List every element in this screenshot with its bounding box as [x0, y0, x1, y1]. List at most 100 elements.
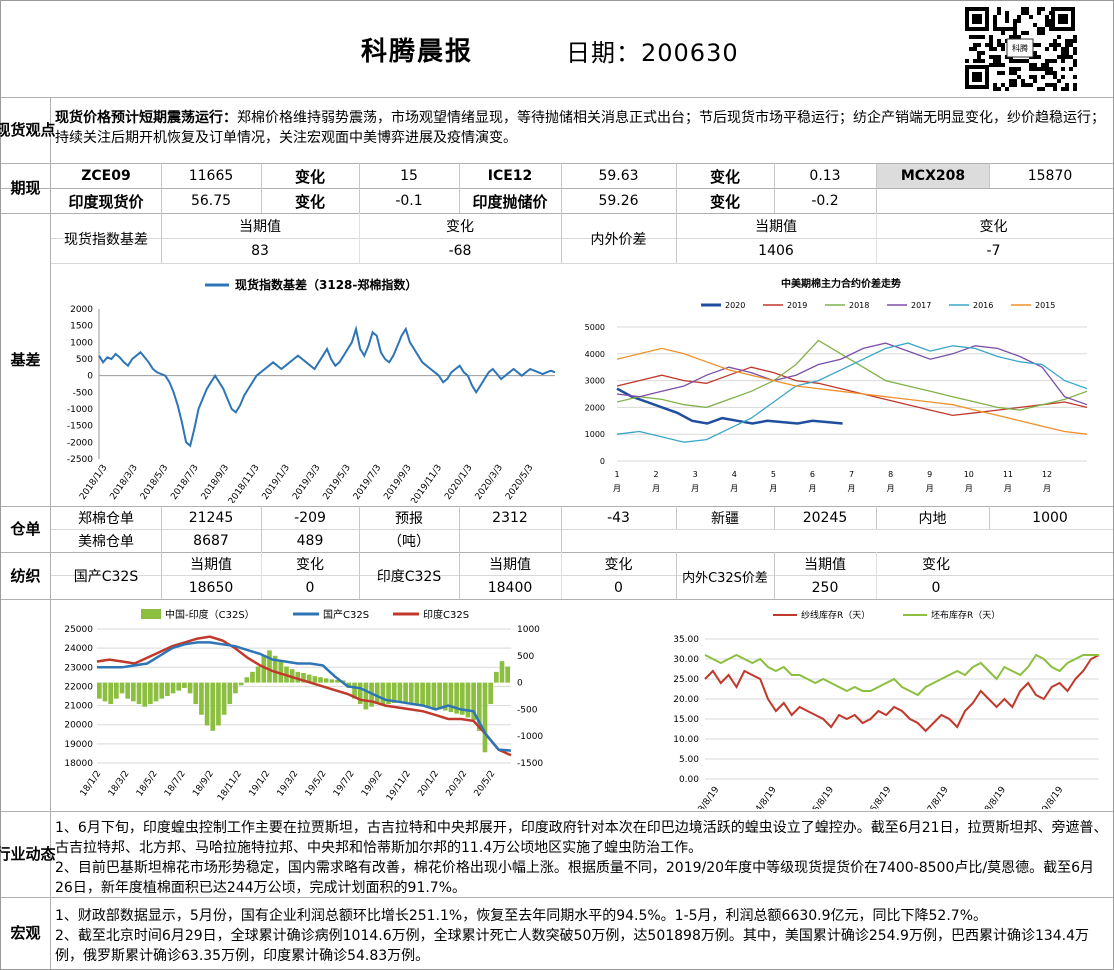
qr-module	[1001, 63, 1005, 67]
qr-module	[1001, 43, 1005, 47]
x-tick-unit: 月	[652, 484, 660, 493]
y-tick-label: 1500	[70, 322, 93, 332]
qr-module	[1045, 19, 1049, 23]
spread-bar	[176, 682, 182, 691]
x-tick-label: 19/11/2	[385, 769, 413, 803]
legend-label-2: 印度C32S	[423, 608, 469, 621]
qr-module	[1045, 71, 1049, 75]
qr-module	[997, 59, 1001, 63]
spread-bar	[454, 682, 459, 714]
qr-module	[1025, 59, 1029, 63]
qr-module	[1065, 39, 1069, 43]
qr-module	[1037, 55, 1041, 59]
qr-module	[989, 35, 993, 39]
spread-bar	[187, 682, 193, 694]
spot-view-body: 郑棉价格维持弱势震荡，市场观望情绪显现，等待抛储相关消息正式出台；节后现货市场平…	[55, 110, 1105, 146]
qr-module	[993, 87, 997, 91]
qr-module	[1045, 15, 1049, 19]
qr-module	[1013, 31, 1017, 35]
x-tick-label: 2019/11/3	[410, 463, 445, 503]
legend-label-2015: 2015	[1035, 301, 1055, 310]
qr-module	[1053, 87, 1057, 91]
spread-bar	[233, 682, 238, 694]
x-tick-number: 8	[888, 470, 893, 479]
qr-module	[1021, 79, 1025, 83]
x-tick-number: 7	[849, 470, 854, 479]
qr-module	[1017, 67, 1021, 71]
x-tick-label: 13/8/19	[693, 785, 721, 809]
qr-module	[1017, 59, 1021, 63]
qr-module	[1009, 67, 1013, 71]
c32s-spread-value: 250	[811, 579, 839, 596]
spread-bar	[448, 682, 454, 713]
x-tick-unit: 月	[808, 484, 816, 493]
industry-item-1: 1、6月下旬，印度蝗虫控制工作主要在拉贾斯坦，古吉拉特和中央邦展开，印度政府针对…	[55, 820, 1108, 856]
legend-swatch-0	[141, 609, 161, 619]
futures-ice-value: 59.63	[598, 168, 639, 184]
qr-module	[1057, 35, 1061, 39]
futures-ice-change-label: 变化	[709, 167, 740, 186]
qr-module	[1073, 75, 1077, 79]
qr-module	[989, 47, 993, 51]
qr-module	[1013, 35, 1017, 39]
qr-module	[1025, 31, 1029, 35]
label-basis: 基差	[10, 350, 41, 369]
qr-module	[1005, 19, 1009, 23]
qr-module	[969, 47, 973, 51]
spread-bar	[227, 682, 233, 705]
qr-module	[1045, 83, 1049, 87]
qr-module	[977, 59, 981, 63]
spot-view-headline: 现货价格预计短期震荡运行：	[55, 110, 237, 126]
spread-current-label: 当期值	[755, 219, 797, 235]
qr-module	[1061, 55, 1065, 59]
y2-tick-label: 1000	[517, 625, 540, 635]
india-spot-value: 56.75	[190, 193, 232, 209]
india-c32s-line	[96, 635, 512, 757]
qr-module	[1049, 59, 1053, 63]
spread-bar	[97, 682, 102, 699]
india-change-label: 变化	[604, 557, 633, 573]
qr-module	[1009, 35, 1013, 39]
spread-bar	[442, 682, 448, 711]
spread-bar	[437, 682, 442, 710]
c32s-spread-change: 0	[931, 579, 941, 596]
legend-label-2017: 2017	[911, 301, 931, 310]
qr-module	[1045, 59, 1049, 63]
spread-bar	[295, 671, 301, 683]
x-tick-label: 18/1/2	[79, 769, 104, 798]
spread-bar	[142, 682, 148, 707]
qr-module	[1033, 55, 1037, 59]
spread-bar	[210, 682, 216, 731]
x-tick-label: 19/3/2	[276, 769, 301, 798]
x-tick-label: 16/8/19	[865, 785, 893, 809]
qr-module	[1001, 47, 1005, 51]
qr-module	[993, 83, 997, 87]
spread-bar	[238, 682, 244, 686]
qr-logo-text: 科腾	[1012, 43, 1028, 53]
qr-module	[985, 43, 989, 47]
basis-legend-label: 现货指数基差（3128-郑棉指数）	[235, 277, 417, 292]
qr-module	[1033, 23, 1037, 27]
spread-bar	[386, 682, 391, 705]
qr-module	[1073, 59, 1077, 63]
x-tick-label: 2018/3/3	[109, 463, 140, 502]
spread-bar	[267, 650, 272, 683]
qr-module	[1005, 15, 1009, 19]
x-tick-unit: 月	[1004, 484, 1012, 493]
spread-bar	[159, 682, 165, 699]
qr-module	[1005, 87, 1009, 91]
qr-module	[1001, 83, 1005, 87]
qr-module	[1037, 43, 1041, 47]
y-tick-label: 0.00	[679, 775, 699, 785]
forecast-label: 预报	[395, 511, 423, 527]
qr-module	[1017, 19, 1021, 23]
india-reserve-value: 59.26	[598, 193, 639, 209]
spot-index-change: -68	[448, 243, 472, 259]
x-tick-label: 18/9/2	[191, 769, 216, 798]
spread-bar	[170, 682, 176, 694]
qr-module	[1069, 67, 1073, 71]
y-tick-label: -1500	[67, 422, 93, 432]
qr-module	[1013, 23, 1017, 27]
label-warehouse: 仓单	[10, 520, 41, 538]
qr-module	[973, 47, 977, 51]
